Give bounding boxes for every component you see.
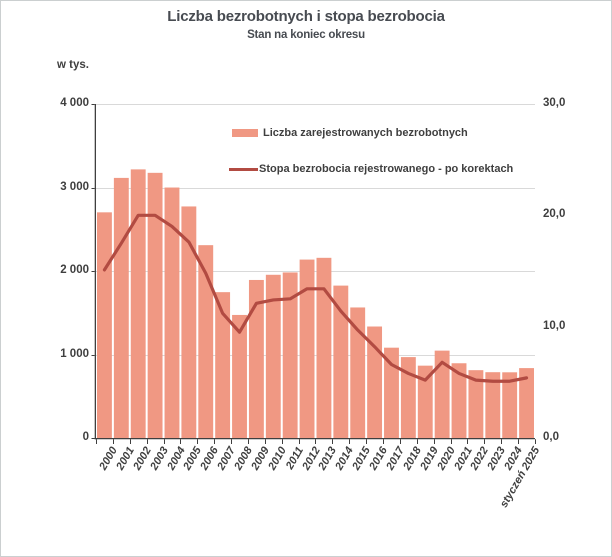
bar-2009 bbox=[248, 279, 264, 438]
bar-2024 bbox=[502, 372, 518, 438]
bar-2020 bbox=[434, 350, 450, 438]
bar-2007 bbox=[215, 292, 231, 438]
bar-2021 bbox=[451, 363, 467, 438]
left-axis-tick-label: 2 000 bbox=[60, 264, 89, 276]
bar-2022 bbox=[468, 370, 484, 438]
bar-2017 bbox=[384, 347, 399, 438]
left-axis-unit-label: w tys. bbox=[57, 59, 89, 71]
bar-2008 bbox=[232, 314, 247, 438]
legend-item-bars: Liczba zarejestrowanych bezrobotnych bbox=[232, 126, 468, 140]
plot-area bbox=[91, 104, 536, 444]
axes bbox=[91, 104, 536, 444]
bar-2006 bbox=[198, 245, 214, 438]
left-axis-tick-label: 0 bbox=[82, 431, 89, 443]
line-series-swatch-icon bbox=[229, 167, 258, 171]
right-axis-tick-label: 20,0 bbox=[543, 208, 566, 221]
bar-2003 bbox=[147, 172, 163, 438]
bar-2018 bbox=[400, 357, 416, 438]
bar-2019 bbox=[417, 365, 433, 438]
bar-2012 bbox=[299, 259, 315, 438]
bar-2013 bbox=[316, 257, 332, 438]
chart-subtitle: Stan na koniec okresu bbox=[247, 29, 365, 41]
legend-label-line: Stopa bezrobocia rejestrowanego - po kor… bbox=[259, 163, 514, 175]
bar-2005 bbox=[181, 206, 197, 438]
left-axis-tick-label: 4 000 bbox=[60, 97, 89, 109]
bar-2004 bbox=[164, 187, 180, 438]
chart-title: Liczba bezrobotnych i stopa bezrobocia bbox=[167, 8, 445, 25]
legend-item-line: Stopa bezrobocia rejestrowanego - po kor… bbox=[229, 162, 513, 176]
left-axis-tick-label: 1 000 bbox=[60, 347, 89, 360]
bar-2023 bbox=[485, 372, 501, 438]
bar-series-swatch-icon bbox=[232, 129, 258, 137]
rate-line bbox=[102, 213, 529, 383]
bar-2015 bbox=[350, 307, 366, 438]
bar-2002 bbox=[130, 169, 146, 438]
right-axis-tick-label: 10,0 bbox=[543, 319, 566, 332]
bar-2010 bbox=[265, 274, 281, 438]
right-axis-tick-label: 0,0 bbox=[543, 431, 559, 443]
plot-root bbox=[91, 104, 536, 444]
bar-styczeń 2025 bbox=[519, 368, 534, 438]
bar-2000 bbox=[97, 212, 112, 438]
bar-series bbox=[97, 169, 534, 438]
left-axis-tick-label: 3 000 bbox=[60, 180, 89, 193]
right-axis-tick-label: 30,0 bbox=[543, 97, 566, 109]
bar-2011 bbox=[282, 272, 298, 438]
bar-2001 bbox=[113, 177, 129, 438]
bar-2014 bbox=[333, 285, 349, 438]
bar-2016 bbox=[367, 326, 383, 438]
legend-label-bars: Liczba zarejestrowanych bezrobotnych bbox=[263, 127, 468, 139]
